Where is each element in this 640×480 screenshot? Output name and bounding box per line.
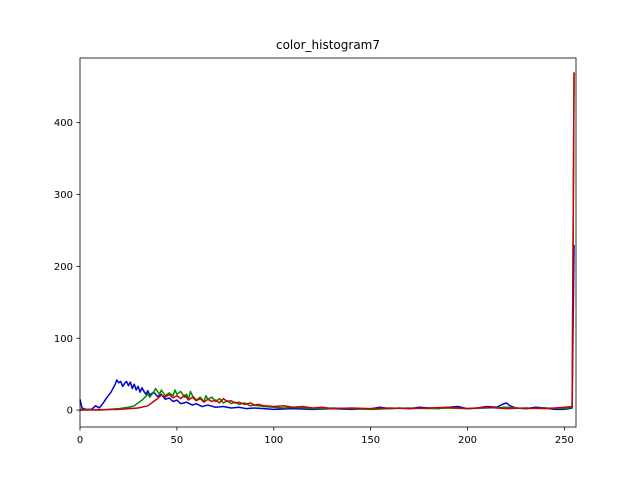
x-tick-label: 250	[555, 435, 574, 446]
y-tick-label: 100	[54, 334, 73, 345]
y-tick-label: 300	[54, 190, 73, 201]
series-line-0	[79, 244, 575, 411]
series-line-2	[79, 72, 575, 411]
x-tick-label: 200	[458, 435, 477, 446]
chart-title: color_histogram7	[276, 38, 380, 52]
plot-frame	[79, 57, 577, 428]
y-tick-label: 0	[67, 406, 73, 417]
y-tick-label: 200	[54, 262, 73, 273]
x-tick-label: 0	[77, 435, 83, 446]
x-tick-label: 100	[264, 435, 283, 446]
y-axis: 0 100 200 300 400	[54, 118, 80, 417]
series-layer	[79, 72, 575, 411]
x-tick-label: 150	[361, 435, 380, 446]
x-axis: 0 50 100 150 200 250	[77, 427, 574, 446]
y-tick-label: 400	[54, 118, 73, 129]
series-line-1	[79, 72, 575, 411]
x-tick-label: 50	[171, 435, 184, 446]
